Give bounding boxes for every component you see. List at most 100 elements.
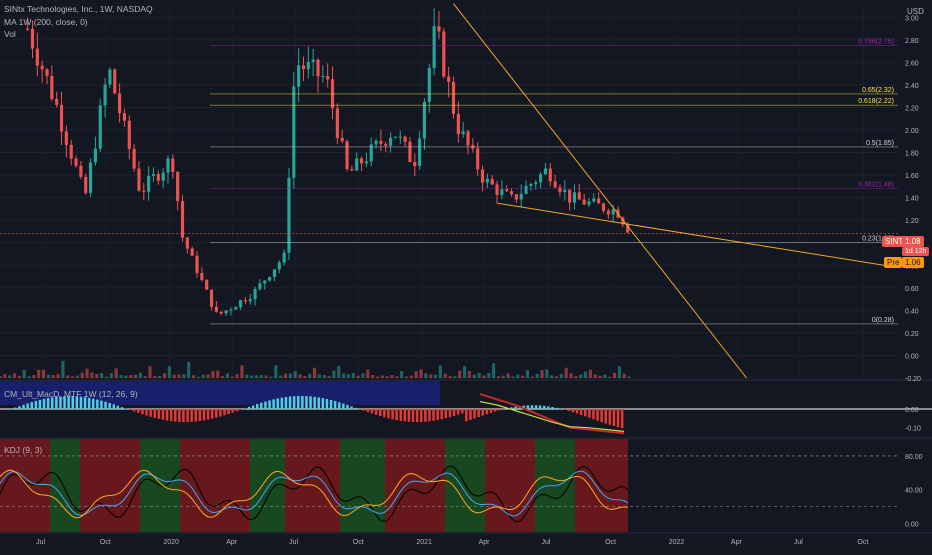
last-price-tag: 1.08 [902,236,924,247]
price-tick-label: 2.80 [905,38,919,45]
candle-body [36,49,39,66]
volume-bar [182,374,185,378]
volume-bar [279,375,282,378]
macd-histogram-bar [203,409,206,420]
volume-bar [598,376,601,378]
price-tick-label: 1.80 [905,151,919,158]
candle-body [224,310,227,313]
candle-body [176,172,179,201]
volume-bar [400,371,403,378]
volume-bar [463,366,466,378]
volume-bar [342,374,345,378]
macd-histogram-bar [572,409,575,412]
time-tick-label: Apr [479,539,491,546]
price-tick-label: 1.20 [905,218,919,225]
candle-body [452,82,455,114]
macd-histogram-bar [223,409,226,415]
macd-histogram-bar [482,409,485,416]
macd-histogram-bar [227,409,230,414]
macd-legend[interactable]: CM_Ult_MacD_MTF 1W (12, 26, 9) [4,389,138,399]
candle-body [462,131,465,134]
macd-histogram-bar [145,409,148,416]
candle-body [399,137,402,138]
macd-histogram-bar [100,401,103,409]
candle-body [162,173,165,181]
volume-bar [52,375,55,378]
volume-bar [386,376,389,378]
macd-histogram-bar [527,405,530,409]
time-tick-label: Jul [542,539,551,546]
volume-bar [42,370,45,378]
volume-bar [603,375,606,378]
macd-histogram-bar [539,406,542,409]
macd-histogram-bar [441,409,444,419]
macd-histogram-bar [326,399,329,409]
candle-body [157,174,160,181]
macd-histogram-bar [363,409,366,411]
volume-bar [269,377,272,378]
kdj-zone [385,439,445,532]
volume-bar [158,376,161,378]
price-tick-label: 2.00 [905,128,919,135]
price-tick-label: 2.40 [905,83,919,90]
candle-body [278,263,281,270]
volume-bar [90,373,93,378]
candle-body [549,169,552,182]
time-tick-label: 2021 [416,539,432,546]
volume-bar [71,376,74,378]
volume-bar [173,375,176,378]
macd-histogram-bar [412,409,415,422]
kdj-tick-label: 40.00 [905,488,923,495]
macd-histogram-bar [600,409,603,422]
volume-bar [492,363,495,378]
volume-bar [265,376,268,378]
volume-bar [352,373,355,378]
volume-bar [177,375,180,378]
candle-body [554,181,557,187]
kdj-legend[interactable]: KDJ (9, 3) [4,445,42,455]
price-tick-label: 0.00 [905,353,919,360]
candle-body [607,211,610,215]
candle-body [592,198,595,201]
candle-body [583,200,586,205]
trendline [498,203,898,267]
macd-histogram-bar [547,406,550,409]
vol-legend[interactable]: Vol [4,29,16,39]
macd-histogram-bar [354,408,357,409]
macd-histogram-bar [469,409,472,420]
candle-body [350,169,353,170]
volume-bar [168,366,171,378]
volume-bar [129,375,132,378]
macd-histogram-bar [367,409,370,412]
macd-histogram-bar [617,409,620,427]
candle-body [297,65,300,86]
candle-body [423,102,426,139]
macd-histogram-bar [305,396,308,409]
volume-bar [134,375,137,378]
candle-body [273,269,276,277]
candle-body [573,192,576,202]
macd-histogram-bar [592,409,595,419]
candle-body [316,60,319,77]
candle-body [41,66,44,70]
candle-body [220,312,223,314]
macd-histogram-bar [137,409,140,413]
candle-body [118,93,121,113]
volume-bar [560,374,563,378]
volume-bar [8,375,11,378]
ma-legend[interactable]: MA 1W (200, close, 0) [4,17,88,27]
macd-histogram-bar [301,396,304,409]
volume-bar [487,373,490,378]
candle-body [428,68,431,102]
candle-body [166,158,169,172]
macd-histogram-bar [346,405,349,409]
candle-body [200,273,203,280]
volume-bar [294,371,297,378]
fib-level-label: 0.65(2.32) [862,87,894,94]
volume-bar [574,376,577,378]
macd-histogram-bar [51,397,54,409]
candle-body [258,283,261,289]
volume-series [0,361,631,378]
